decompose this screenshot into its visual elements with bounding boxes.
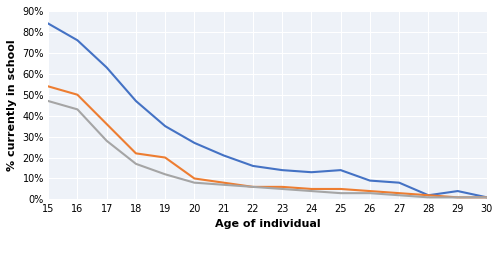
Middle countryside	[250, 185, 256, 189]
Middle countryside	[338, 187, 344, 191]
Remote	[45, 99, 51, 103]
Remote	[484, 196, 490, 199]
Peri-urban	[192, 141, 198, 145]
Peri-urban	[133, 99, 139, 103]
Remote	[192, 181, 198, 184]
Peri-urban	[484, 196, 490, 199]
Peri-urban	[162, 124, 168, 128]
Middle countryside	[74, 93, 80, 96]
Peri-urban	[45, 22, 51, 25]
Peri-urban	[279, 168, 285, 172]
Middle countryside	[45, 85, 51, 88]
Peri-urban	[338, 168, 344, 172]
Remote	[74, 108, 80, 111]
Y-axis label: % currently in school: % currently in school	[7, 39, 17, 171]
Remote	[396, 194, 402, 197]
Peri-urban	[74, 39, 80, 42]
Middle countryside	[220, 181, 226, 184]
Peri-urban	[396, 181, 402, 184]
Middle countryside	[426, 194, 432, 197]
Middle countryside	[162, 156, 168, 159]
Middle countryside	[133, 152, 139, 155]
X-axis label: Age of individual: Age of individual	[214, 219, 320, 229]
Peri-urban	[367, 179, 373, 182]
Line: Middle countryside: Middle countryside	[48, 86, 487, 197]
Remote	[426, 196, 432, 199]
Remote	[308, 189, 314, 193]
Remote	[338, 191, 344, 195]
Middle countryside	[396, 191, 402, 195]
Peri-urban	[104, 66, 110, 69]
Remote	[367, 191, 373, 195]
Middle countryside	[279, 185, 285, 189]
Middle countryside	[192, 177, 198, 180]
Peri-urban	[454, 189, 460, 193]
Line: Remote: Remote	[48, 101, 487, 197]
Remote	[220, 183, 226, 186]
Peri-urban	[220, 154, 226, 157]
Peri-urban	[250, 164, 256, 168]
Remote	[454, 196, 460, 199]
Peri-urban	[426, 194, 432, 197]
Middle countryside	[367, 189, 373, 193]
Middle countryside	[484, 196, 490, 199]
Remote	[250, 185, 256, 189]
Middle countryside	[104, 122, 110, 126]
Middle countryside	[454, 196, 460, 199]
Remote	[162, 173, 168, 176]
Remote	[133, 162, 139, 165]
Remote	[104, 139, 110, 142]
Middle countryside	[308, 187, 314, 191]
Peri-urban	[308, 171, 314, 174]
Remote	[279, 187, 285, 191]
Line: Peri-urban: Peri-urban	[48, 24, 487, 197]
